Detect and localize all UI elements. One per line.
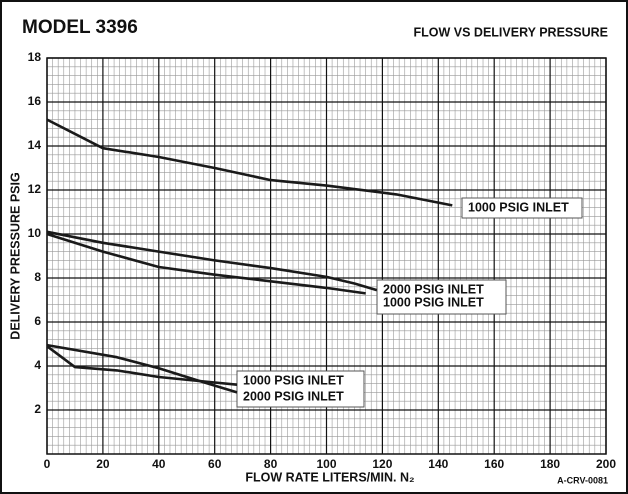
x-tick-label: 40 xyxy=(152,457,166,471)
y-tick-label: 14 xyxy=(28,138,42,152)
figure-note: A-CRV-0081 xyxy=(557,475,608,485)
chart-subtitle: FLOW VS DELIVERY PRESSURE xyxy=(414,25,608,39)
series-label: 2000 PSIG INLET xyxy=(383,282,484,296)
y-tick-label: 2 xyxy=(34,402,41,416)
data-line xyxy=(46,232,366,295)
x-tick-label: 120 xyxy=(372,457,392,471)
x-tick-label: 80 xyxy=(264,457,278,471)
y-tick-label: 8 xyxy=(34,270,41,284)
x-tick-label: 140 xyxy=(428,457,448,471)
y-tick-label: 6 xyxy=(34,314,41,328)
y-tick-label: 16 xyxy=(28,94,42,108)
data-line xyxy=(46,343,238,394)
label-box xyxy=(461,197,583,219)
series-label: 1000 PSIG INLET xyxy=(243,373,344,387)
x-tick-label: 200 xyxy=(596,457,616,471)
plot-border xyxy=(46,57,607,455)
data-line xyxy=(46,118,453,207)
x-tick-label: 60 xyxy=(208,457,222,471)
data-line xyxy=(46,345,238,386)
x-tick-label: 0 xyxy=(44,457,51,471)
data-line xyxy=(46,230,378,292)
label-box xyxy=(236,370,365,408)
x-tick-label: 100 xyxy=(316,457,336,471)
y-tick-label: 10 xyxy=(28,226,42,240)
y-tick-label: 18 xyxy=(28,50,42,64)
chart-title: MODEL 3396 xyxy=(22,17,138,38)
y-axis-label: DELIVERY PRESSURE PSIG xyxy=(8,172,22,339)
series-label: 2000 PSIG INLET xyxy=(243,389,344,403)
x-tick-label: 160 xyxy=(484,457,504,471)
y-tick-label: 12 xyxy=(28,182,42,196)
x-tick-label: 180 xyxy=(540,457,560,471)
y-tick-label: 4 xyxy=(34,358,41,372)
x-tick-label: 20 xyxy=(96,457,110,471)
series-label: 1000 PSIG INLET xyxy=(383,295,484,309)
x-axis-label: FLOW RATE LITERS/MIN. N₂ xyxy=(245,470,414,484)
label-box xyxy=(376,279,507,315)
series-label: 1000 PSIG INLET xyxy=(468,200,569,214)
